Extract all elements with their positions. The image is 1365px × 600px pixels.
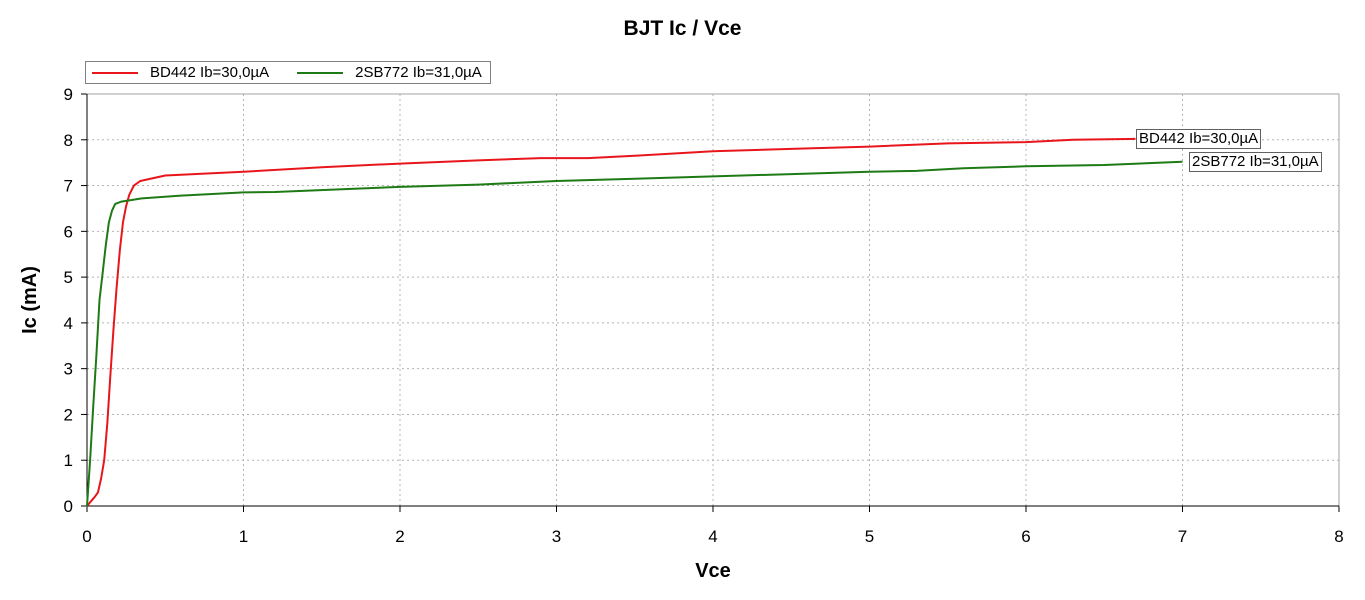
x-tick-label: 6	[1021, 527, 1030, 546]
legend-label-bd442: BD442 Ib=30,0µA	[150, 64, 270, 81]
y-tick-label: 9	[64, 85, 73, 104]
y-tick-label: 6	[64, 222, 73, 241]
end-label-2sb772: 2SB772 Ib=31,0µA	[1189, 152, 1322, 172]
y-tick-label: 8	[64, 131, 73, 150]
x-axis-title: Vce	[695, 560, 731, 582]
end-label-bd442: BD442 Ib=30,0µA	[1136, 129, 1262, 149]
legend-item-bd442: BD442 Ib=30,0µA	[92, 64, 269, 81]
y-axis-title: Ic (mA)	[19, 266, 41, 334]
x-tick-label: 7	[1178, 527, 1187, 546]
x-tick-label: 3	[552, 527, 561, 546]
legend-item-2sb772: 2SB772 Ib=31,0µA	[297, 64, 482, 81]
y-tick-label: 7	[64, 177, 73, 196]
y-tick-label: 0	[64, 497, 73, 516]
series-line-0	[86, 137, 1136, 507]
x-tick-label: 8	[1334, 527, 1343, 546]
legend-label-2sb772: 2SB772 Ib=31,0µA	[355, 64, 482, 81]
x-tick-label: 4	[708, 527, 717, 546]
x-tick-label: 2	[395, 527, 404, 546]
x-tick-label: 0	[82, 527, 91, 546]
legend-swatch-2sb772	[297, 71, 344, 74]
y-tick-label: 1	[64, 451, 73, 470]
chart-title: BJT Ic / Vce	[623, 17, 742, 40]
series-line-1	[86, 160, 1183, 507]
x-tick-label: 5	[865, 527, 874, 546]
x-tick-label: 1	[239, 527, 248, 546]
y-tick-label: 3	[64, 360, 73, 379]
y-tick-label: 2	[64, 405, 73, 424]
chart-legend: BD442 Ib=30,0µA 2SB772 Ib=31,0µA	[85, 61, 491, 84]
legend-swatch-bd442	[92, 71, 138, 74]
y-tick-label: 5	[64, 268, 73, 287]
y-tick-label: 4	[64, 314, 73, 333]
